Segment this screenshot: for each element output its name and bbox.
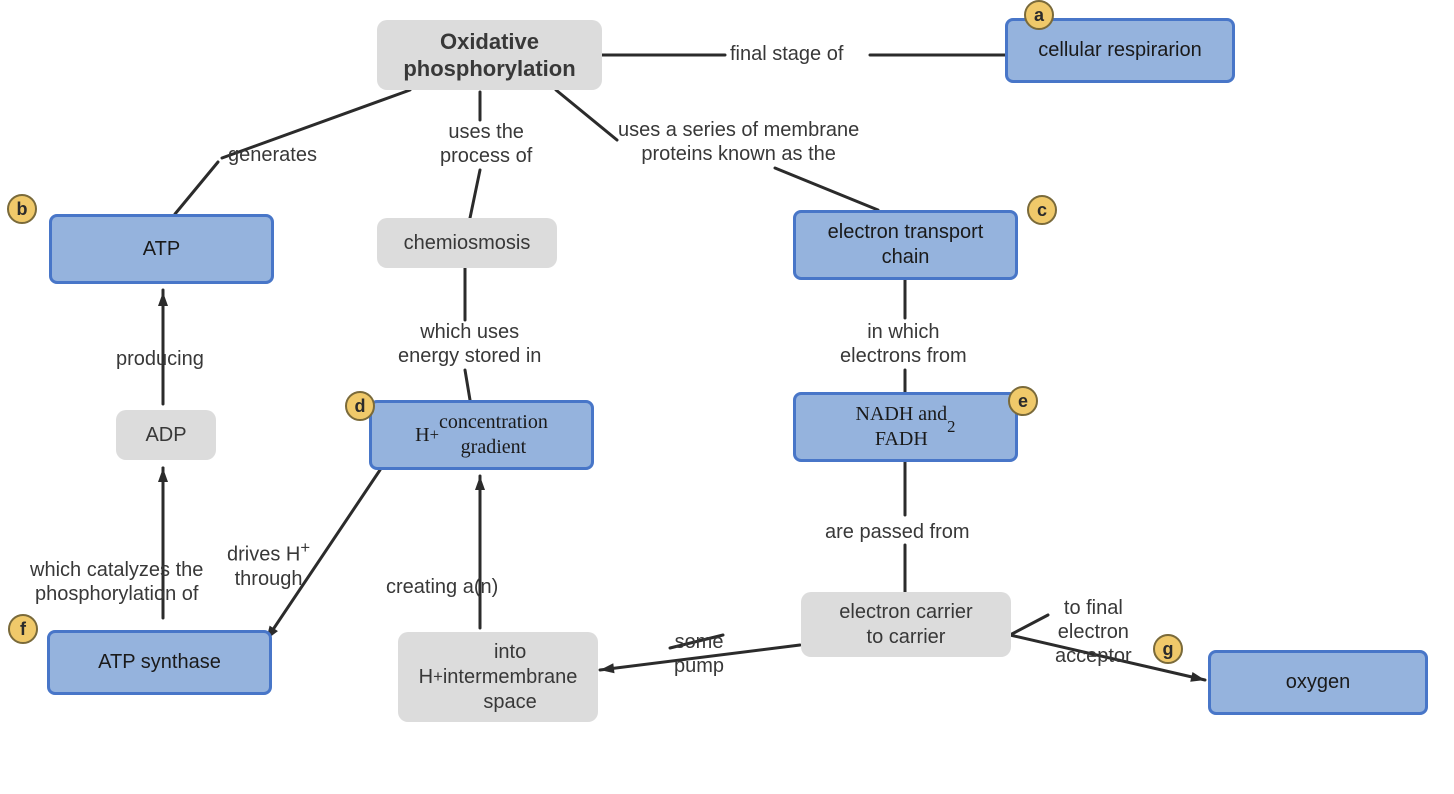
badge-b: b <box>7 194 37 224</box>
edge-label-producing: producing <box>116 347 204 371</box>
node-adp: ADP <box>116 410 216 460</box>
badge-a: a <box>1024 0 1054 30</box>
edge-label-final_stage: final stage of <box>730 42 843 66</box>
badge-g: g <box>1153 634 1183 664</box>
edge-label-final_acceptor: to finalelectronacceptor <box>1055 596 1132 668</box>
edge-label-creating: creating a(n) <box>386 575 498 599</box>
node-chemi: chemiosmosis <box>377 218 557 268</box>
badge-d: d <box>345 391 375 421</box>
node-etc: electron transportchain <box>793 210 1018 280</box>
node-hgrad: H+ concentrationgradient <box>369 400 594 470</box>
edge-label-electrons_from: in whichelectrons from <box>840 320 967 368</box>
edge-label-passed_from: are passed from <box>825 520 970 544</box>
node-oxygen: oxygen <box>1208 650 1428 715</box>
edge-label-some_pump: somepump <box>674 630 724 678</box>
badge-e: e <box>1008 386 1038 416</box>
edge-label-uses_process: uses theprocess of <box>440 120 532 168</box>
edge-label-uses_membrane: uses a series of membraneproteins known … <box>618 118 859 166</box>
badge-f: f <box>8 614 38 644</box>
node-atpsyn: ATP synthase <box>47 630 272 695</box>
node-nadh: NADH andFADH2 <box>793 392 1018 462</box>
node-oxphos: Oxidativephosphorylation <box>377 20 602 90</box>
badge-c: c <box>1027 195 1057 225</box>
edge-label-drives: drives H+through <box>227 538 310 591</box>
node-hinter: H+ intointermembranespace <box>398 632 598 722</box>
edge-label-generates: generates <box>228 143 317 167</box>
edge-label-catalyzes: which catalyzes thephosphorylation of <box>30 558 203 606</box>
node-atp: ATP <box>49 214 274 284</box>
nodes-layer: Oxidativephosphorylationcellular respira… <box>0 0 1454 794</box>
node-carrier: electron carrierto carrier <box>801 592 1011 657</box>
edge-label-which_uses: which usesenergy stored in <box>398 320 541 368</box>
